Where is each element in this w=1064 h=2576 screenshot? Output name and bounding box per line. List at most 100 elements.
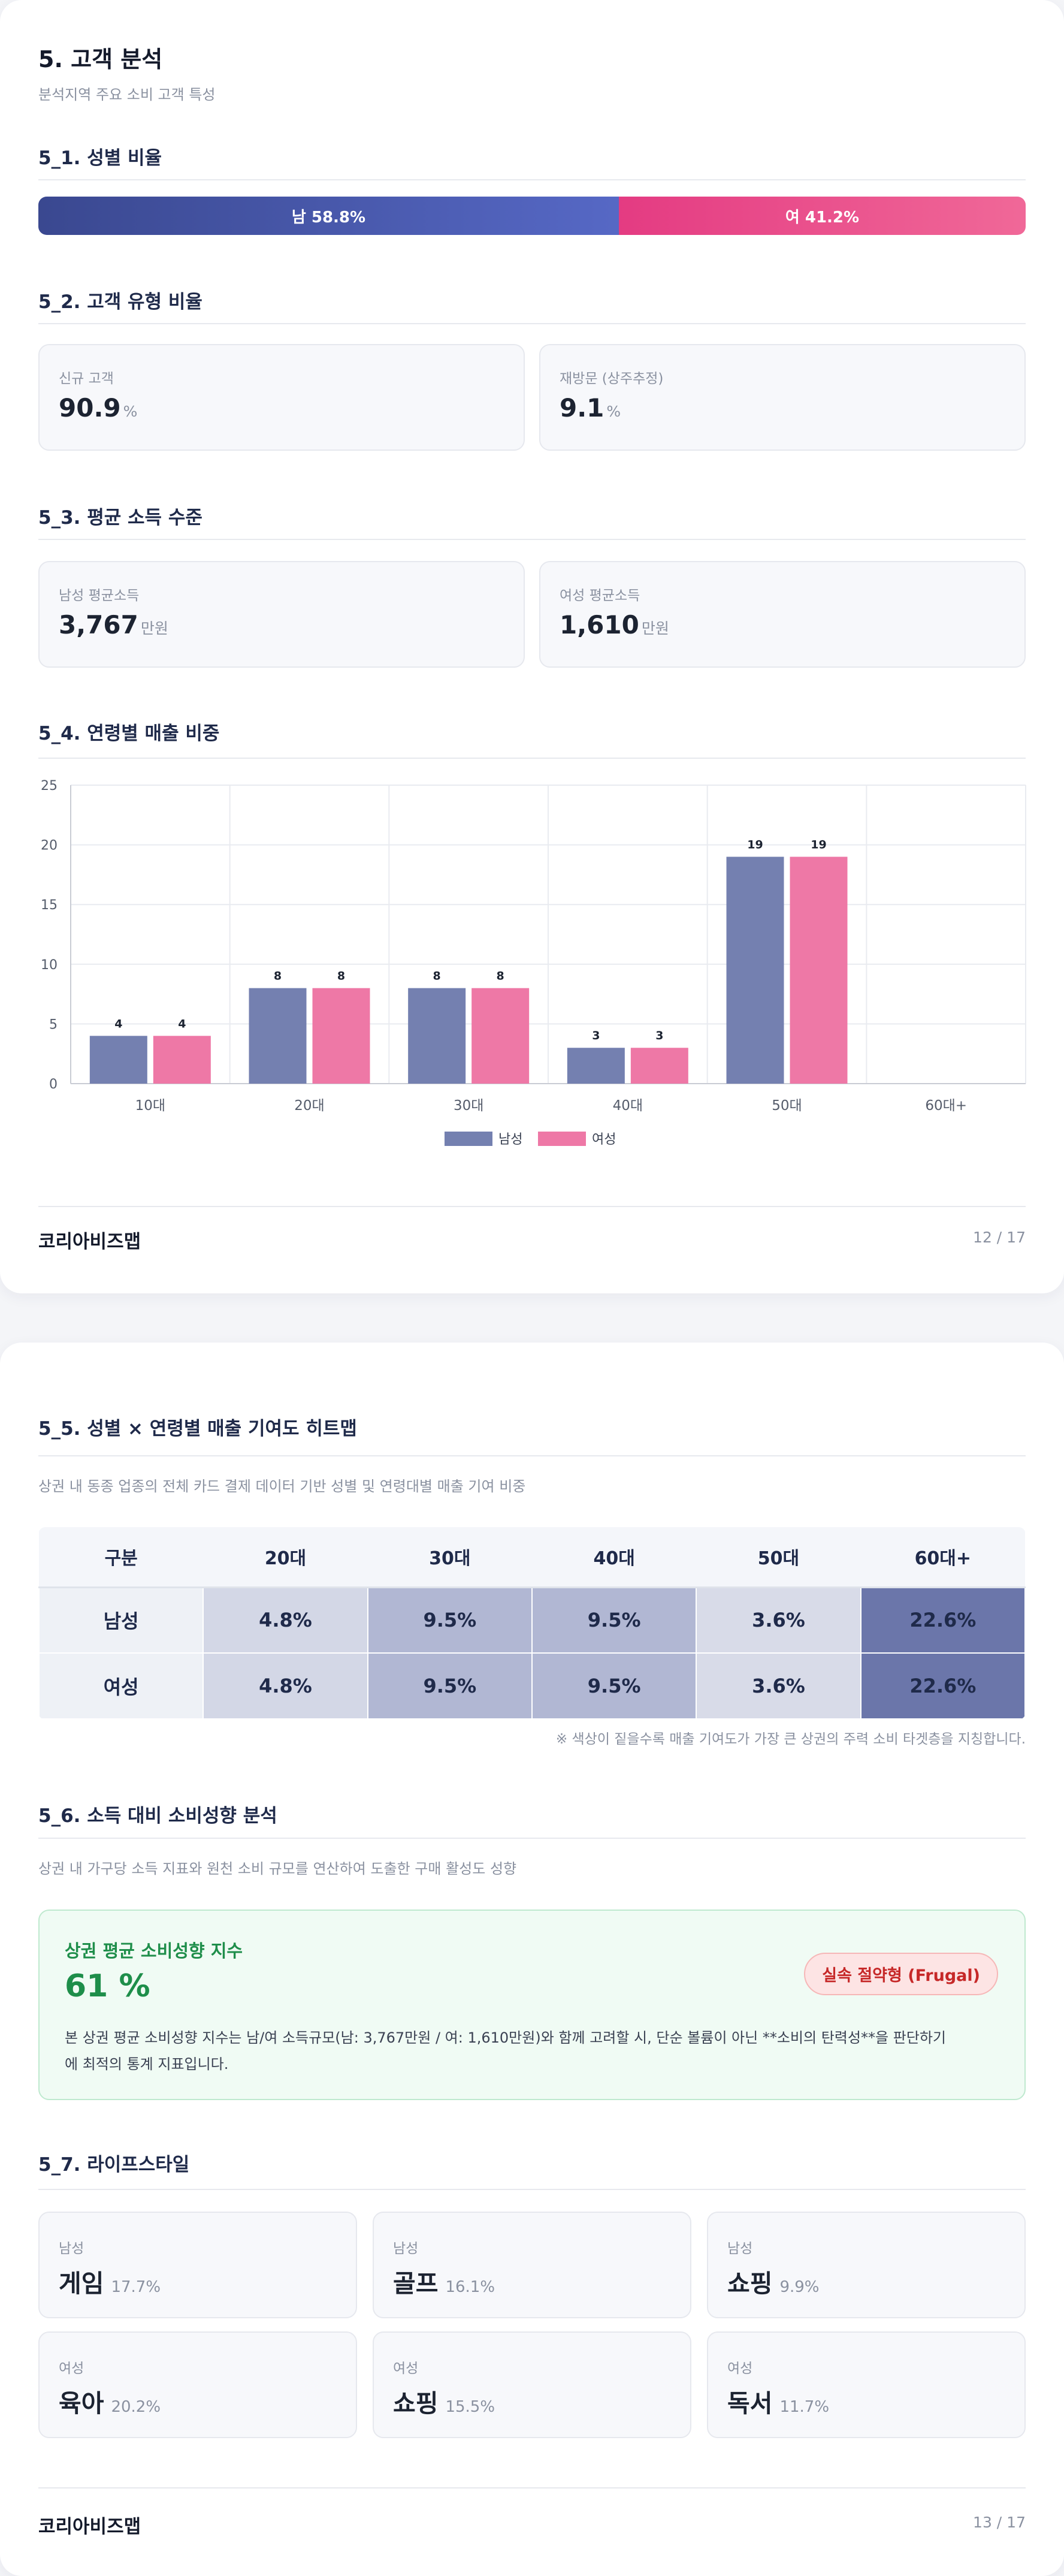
heatmap-column-header: 40대 xyxy=(531,1527,697,1588)
lifestyle-gender: 남성 xyxy=(727,2241,753,2257)
propensity-value: 61 % xyxy=(65,1968,150,2004)
lifestyle-name: 쇼핑 9.9% xyxy=(727,2269,820,2298)
stat-card-label: 신규 고객 xyxy=(59,371,114,387)
chart-bar xyxy=(726,856,784,1084)
stat-card-returning-customer: 재방문 (상주추정) 9.1% xyxy=(539,344,1026,451)
lifestyle-card: 남성 게임 17.7% xyxy=(38,2212,357,2318)
chart-bar xyxy=(567,1048,625,1084)
section-heading-income: 5_3. 평균 소득 수준 xyxy=(38,507,202,529)
heatmap-row-label: 여성 xyxy=(38,1652,204,1720)
stat-card-female-income: 여성 평균소득 1,610 만원 xyxy=(539,561,1026,668)
lifestyle-name: 독서 11.7% xyxy=(727,2389,830,2418)
lifestyle-gender: 남성 xyxy=(59,2241,84,2257)
section-divider xyxy=(38,539,1026,540)
section-divider xyxy=(38,2189,1026,2190)
heatmap-note: ※ 색상이 짙을수록 매출 기여도가 가장 큰 상권의 주력 소비 타겟층을 지… xyxy=(555,1732,1026,1747)
heatmap-row-male: 남성 4.8% 9.5% 9.5% 3.6% 22.6% xyxy=(38,1586,1026,1654)
propensity-description: 상권 내 가구당 소득 지표와 원천 소비 규모를 연산하여 도출한 구매 활성… xyxy=(38,1860,517,1877)
stat-card-new-customer: 신규 고객 90.9% xyxy=(38,344,525,451)
gender-ratio-bar: 남 58.8% 여 41.2% xyxy=(38,197,1026,235)
y-tick-label: 10 xyxy=(41,958,58,973)
legend-label: 여성 xyxy=(592,1132,616,1147)
x-tick-label: 20대 xyxy=(294,1098,324,1114)
section-heading-gender: 5_1. 성별 비율 xyxy=(38,147,162,169)
stat-card-value: 9.1% xyxy=(560,393,621,423)
chart-bar xyxy=(249,988,307,1084)
heatmap-header-row: 구분 20대 30대 40대 50대 60대+ xyxy=(39,1527,1025,1588)
stat-card-male-income: 남성 평균소득 3,767 만원 xyxy=(38,561,525,668)
stat-card-value: 90.9% xyxy=(59,393,138,423)
heatmap-cell: 9.5% xyxy=(367,1586,533,1654)
legend-label: 남성 xyxy=(498,1132,522,1147)
heatmap-column-header: 30대 xyxy=(367,1527,532,1588)
chart-bar xyxy=(153,1036,211,1084)
section-divider xyxy=(38,758,1026,759)
footer-page-number: 12 / 17 xyxy=(973,1229,1026,1246)
heatmap-cell: 9.5% xyxy=(531,1652,697,1720)
heatmap-column-header: 20대 xyxy=(203,1527,368,1588)
bar-data-label: 8 xyxy=(497,970,504,983)
section-heading-age-sales: 5_4. 연령별 매출 비중 xyxy=(38,723,220,744)
page-title: 5. 고객 분석 xyxy=(38,46,163,73)
lifestyle-gender: 여성 xyxy=(59,2361,84,2376)
heatmap-description: 상권 내 동종 업종의 전체 카드 결제 데이터 기반 성별 및 연령대별 매출… xyxy=(38,1478,526,1495)
x-tick-label: 50대 xyxy=(772,1098,802,1114)
age-sales-bar-chart: 0 5 10 15 20 25 4 4 10대 8 8 20대 8 8 30대 3 3 40대 19 19 50대 60대… xyxy=(41,779,1026,1147)
heatmap-row-label: 남성 xyxy=(38,1586,204,1654)
heatmap-cell: 3.6% xyxy=(696,1652,862,1720)
lifestyle-card: 여성 쇼핑 15.5% xyxy=(373,2331,691,2438)
bar-data-label: 4 xyxy=(114,1017,122,1030)
bar-data-label: 8 xyxy=(274,970,282,983)
lifestyle-name: 골프 16.1% xyxy=(393,2269,495,2298)
section-heading-lifestyle: 5_7. 라이프스타일 xyxy=(38,2154,190,2176)
lifestyle-card: 여성 독서 11.7% xyxy=(707,2331,1026,2438)
heatmap-column-header: 50대 xyxy=(696,1527,861,1588)
bar-data-label: 3 xyxy=(655,1029,663,1042)
section-heading-customer-type: 5_2. 고객 유형 비율 xyxy=(38,291,202,313)
x-tick-label: 10대 xyxy=(135,1098,165,1114)
stat-card-label: 재방문 (상주추정) xyxy=(560,371,664,387)
lifestyle-card: 남성 골프 16.1% xyxy=(373,2212,691,2318)
heatmap-cell: 3.6% xyxy=(696,1586,862,1654)
heatmap-cell: 9.5% xyxy=(531,1586,697,1654)
chart-bar xyxy=(408,988,466,1084)
chart-bar xyxy=(312,988,370,1084)
footer-divider xyxy=(38,2487,1026,2488)
heatmap-column-header: 60대+ xyxy=(860,1527,1025,1588)
stat-card-label: 여성 평균소득 xyxy=(560,588,640,604)
heatmap-cell: 22.6% xyxy=(860,1652,1026,1720)
heatmap-cell: 22.6% xyxy=(860,1586,1026,1654)
section-divider xyxy=(38,179,1026,180)
bar-data-label: 8 xyxy=(337,970,345,983)
heatmap-row-female: 여성 4.8% 9.5% 9.5% 3.6% 22.6% xyxy=(38,1652,1026,1720)
section-divider xyxy=(38,1838,1026,1839)
stat-card-label: 남성 평균소득 xyxy=(59,588,140,604)
propensity-card: 상권 평균 소비성향 지수 61 % 실속 절약형 (Frugal) 본 상권 … xyxy=(38,1910,1026,2100)
footer-brand: 코리아비즈맵 xyxy=(38,2516,141,2538)
footer-divider xyxy=(38,1206,1026,1207)
propensity-body-line1: 본 상권 평균 소비성향 지수는 남/여 소득규모(남: 3,767만원 / 여… xyxy=(65,2029,946,2046)
footer-page-number: 13 / 17 xyxy=(973,2514,1026,2531)
x-tick-label: 30대 xyxy=(454,1098,483,1114)
section-divider xyxy=(38,1455,1026,1456)
lifestyle-card: 남성 쇼핑 9.9% xyxy=(707,2212,1026,2318)
report-page-12: 5. 고객 분석 분석지역 주요 소비 고객 특성 5_1. 성별 비율 남 5… xyxy=(0,0,1064,1293)
lifestyle-name: 쇼핑 15.5% xyxy=(393,2389,495,2418)
y-tick-label: 5 xyxy=(49,1017,58,1032)
y-tick-label: 0 xyxy=(49,1077,58,1092)
lifestyle-gender: 여성 xyxy=(727,2361,753,2376)
footer-brand: 코리아비즈맵 xyxy=(38,1231,141,1253)
bar-data-label: 8 xyxy=(433,970,441,983)
chart-bar xyxy=(89,1036,147,1084)
y-tick-label: 20 xyxy=(41,838,58,853)
bar-data-label: 3 xyxy=(592,1029,600,1042)
lifestyle-gender: 여성 xyxy=(393,2361,419,2376)
propensity-body-line2: 에 최적의 통계 지표입니다. xyxy=(65,2056,229,2073)
lifestyle-name: 육아 20.2% xyxy=(59,2389,161,2418)
x-tick-label: 40대 xyxy=(613,1098,643,1114)
y-tick-label: 25 xyxy=(41,779,58,794)
bar-data-label: 19 xyxy=(747,838,763,852)
bar-data-label: 19 xyxy=(811,838,826,852)
section-divider xyxy=(38,323,1026,324)
propensity-card-title: 상권 평균 소비성향 지수 xyxy=(65,1941,243,1961)
